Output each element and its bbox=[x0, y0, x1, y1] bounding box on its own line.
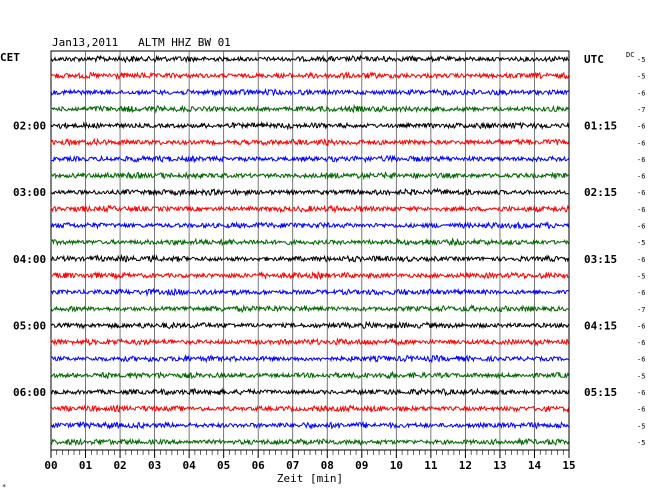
trace-10 bbox=[50, 221, 570, 230]
trace-22 bbox=[50, 420, 570, 430]
dc-offset: -6 bbox=[637, 139, 645, 147]
left-hour-label: 05:00 bbox=[13, 319, 46, 332]
dc-offset: -5 bbox=[637, 439, 645, 447]
trace-13 bbox=[50, 270, 569, 281]
right-hour-label: 05:15 bbox=[584, 386, 617, 399]
dc-offset: -5 bbox=[637, 56, 645, 64]
right-hour-label: 01:15 bbox=[584, 120, 617, 133]
x-tick-label: 14 bbox=[528, 459, 542, 472]
x-axis-label: Zeit [min] bbox=[277, 472, 343, 485]
minute-gridlines bbox=[85, 51, 535, 450]
dc-offset: -6 bbox=[637, 356, 645, 364]
trace-23 bbox=[50, 437, 570, 447]
trace-8 bbox=[50, 187, 569, 198]
x-tick-label: 09 bbox=[355, 459, 368, 472]
dc-offset: -6 bbox=[637, 289, 645, 297]
trace-4 bbox=[50, 121, 570, 131]
trace-0 bbox=[50, 54, 570, 64]
dc-offset: -6 bbox=[637, 173, 645, 181]
dc-offset: -6 bbox=[637, 339, 645, 347]
dc-offset: -7 bbox=[637, 106, 645, 114]
dc-offset: -6 bbox=[637, 123, 645, 131]
trace-20 bbox=[50, 387, 570, 397]
dc-offset: -6 bbox=[637, 189, 645, 197]
x-tick-label: 02 bbox=[113, 459, 126, 472]
dc-offset: -6 bbox=[637, 389, 645, 397]
dc-offset: -6 bbox=[637, 406, 645, 414]
x-tick-label: 04 bbox=[183, 459, 197, 472]
right-hour-label: 03:15 bbox=[584, 253, 617, 266]
dc-offset: -7 bbox=[637, 306, 645, 314]
dc-offset: -6 bbox=[637, 206, 645, 214]
x-tick-label: 03 bbox=[148, 459, 161, 472]
dc-offset: -5 bbox=[637, 239, 645, 247]
trace-16 bbox=[50, 320, 570, 330]
dc-offset: -6 bbox=[637, 322, 645, 330]
trace-11 bbox=[50, 237, 570, 247]
trace-17 bbox=[50, 337, 570, 347]
x-tick-label: 01 bbox=[79, 459, 93, 472]
dc-offset: -6 bbox=[637, 156, 645, 164]
dc-offset-values: -5 -5 -6 -7 -6 -6 -6 -6 -6 -6 -6 -5 -6 -5 -6 -7 -6 -6 -6 -5… bbox=[637, 56, 645, 447]
right-hour-label: 04:15 bbox=[584, 319, 617, 332]
right-hour-label: UTC bbox=[584, 53, 604, 66]
seismic-traces bbox=[50, 54, 570, 447]
trace-2 bbox=[50, 87, 569, 97]
trace-19 bbox=[50, 370, 570, 380]
footnote-mark: * bbox=[2, 483, 6, 491]
trace-21 bbox=[50, 404, 570, 414]
left-hour-label: 04:00 bbox=[13, 253, 46, 266]
x-tick-label: 06 bbox=[252, 459, 266, 472]
x-tick-label: 00 bbox=[44, 459, 57, 472]
left-hour-label: 03:00 bbox=[13, 186, 46, 199]
x-tick-label: 05 bbox=[217, 459, 230, 472]
trace-6 bbox=[50, 154, 570, 164]
x-tick-label: 07 bbox=[286, 459, 299, 472]
dc-offset: -6 bbox=[637, 223, 645, 231]
x-tick-label: 12 bbox=[459, 459, 472, 472]
dc-offset: -5 bbox=[637, 73, 645, 81]
x-axis: 00 01 02 03 04 05 06 07 08 09 10 11 12 13 14 15 bbox=[44, 449, 576, 472]
chart-title: Jan13,2011 ALTM HHZ BW 01 bbox=[52, 36, 231, 49]
left-hour-label: 02:00 bbox=[13, 120, 46, 133]
x-tick-label: 08 bbox=[321, 459, 334, 472]
left-hour-labels: 02:00 03:00 04:00 05:00 06:00 bbox=[13, 120, 46, 399]
x-tick-label: 13 bbox=[493, 459, 506, 472]
trace-7 bbox=[50, 171, 569, 181]
trace-5 bbox=[50, 137, 570, 147]
trace-12 bbox=[50, 253, 570, 263]
dc-offset: -5 bbox=[637, 372, 645, 380]
trace-14 bbox=[50, 287, 569, 298]
x-tick-label: 10 bbox=[390, 459, 403, 472]
trace-3 bbox=[50, 103, 570, 114]
trace-9 bbox=[50, 204, 570, 214]
dc-offset: -6 bbox=[637, 89, 645, 97]
right-hour-labels: UTC 01:15 02:15 03:15 04:15 05:15 bbox=[584, 53, 617, 399]
left-hour-label: 06:00 bbox=[13, 386, 46, 399]
trace-15 bbox=[50, 304, 569, 314]
dc-offset: -5 bbox=[637, 272, 645, 280]
trace-1 bbox=[50, 70, 570, 81]
x-tick-label: 11 bbox=[424, 459, 438, 472]
dc-offset: -6 bbox=[637, 256, 645, 264]
dc-label: DC bbox=[626, 51, 634, 59]
left-timezone-label: CET bbox=[0, 51, 20, 64]
trace-18 bbox=[50, 353, 569, 364]
x-tick-label: 15 bbox=[562, 459, 575, 472]
dc-offset: -5 bbox=[637, 422, 645, 430]
right-hour-label: 02:15 bbox=[584, 186, 617, 199]
